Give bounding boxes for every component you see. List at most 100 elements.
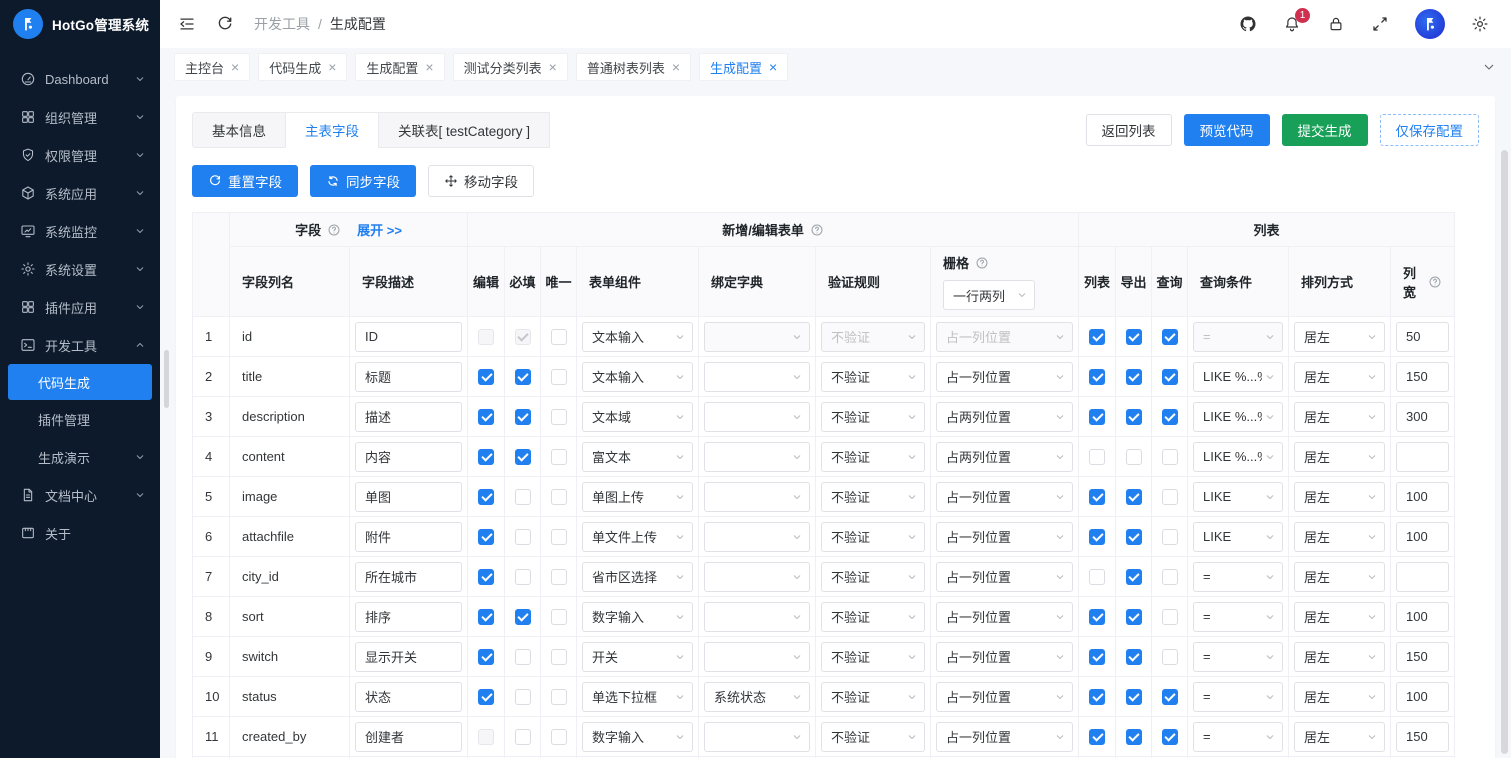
- question-circle-icon[interactable]: [975, 256, 989, 270]
- grid-select[interactable]: 占一列位置: [936, 521, 1074, 552]
- sidebar-item-开发工具[interactable]: 开发工具: [0, 326, 160, 364]
- edit-checkbox[interactable]: [478, 688, 494, 705]
- dict-select[interactable]: [704, 401, 810, 432]
- sidebar-item-系统应用[interactable]: 系统应用: [0, 174, 160, 212]
- validation-select[interactable]: 不验证: [821, 721, 925, 752]
- field-desc-input[interactable]: [355, 601, 462, 632]
- dict-select[interactable]: [704, 361, 810, 392]
- unique-checkbox[interactable]: [550, 608, 567, 625]
- required-checkbox[interactable]: [514, 568, 531, 585]
- query-checkbox[interactable]: [1161, 568, 1178, 585]
- align-select[interactable]: 居左: [1294, 601, 1386, 632]
- align-select[interactable]: 居左: [1294, 441, 1386, 472]
- align-select[interactable]: 居左: [1294, 361, 1386, 392]
- back-to-list-button[interactable]: 返回列表: [1085, 114, 1172, 146]
- close-icon[interactable]: ×: [769, 59, 778, 75]
- save-config-only-button[interactable]: 仅保存配置: [1379, 114, 1479, 146]
- edit-checkbox[interactable]: [478, 528, 494, 545]
- query-checkbox[interactable]: [1161, 408, 1178, 425]
- edit-checkbox[interactable]: [478, 408, 494, 425]
- unique-checkbox[interactable]: [550, 648, 567, 665]
- unique-checkbox[interactable]: [550, 448, 567, 465]
- column-width-input[interactable]: [1396, 521, 1450, 552]
- query-condition-select[interactable]: LIKE %...%: [1193, 361, 1284, 392]
- column-width-input[interactable]: [1396, 601, 1450, 632]
- required-checkbox[interactable]: [514, 648, 531, 665]
- validation-select[interactable]: 不验证: [821, 401, 925, 432]
- query-checkbox[interactable]: [1161, 448, 1178, 465]
- query-checkbox[interactable]: [1161, 328, 1178, 345]
- column-width-input[interactable]: [1396, 361, 1450, 392]
- grid-layout-select[interactable]: 一行两列: [943, 280, 1035, 310]
- query-condition-select[interactable]: =: [1193, 721, 1284, 752]
- unique-checkbox[interactable]: [550, 488, 567, 505]
- sidebar-item-组织管理[interactable]: 组织管理: [0, 98, 160, 136]
- avatar[interactable]: [1415, 9, 1445, 39]
- unique-checkbox[interactable]: [550, 528, 567, 545]
- sync-fields-button[interactable]: 同步字段: [310, 165, 416, 197]
- tab-chip-生成配置[interactable]: 生成配置 ×: [355, 53, 445, 81]
- validation-select[interactable]: 不验证: [821, 361, 925, 392]
- field-desc-input[interactable]: [355, 441, 462, 472]
- reset-fields-button[interactable]: 重置字段: [192, 165, 298, 197]
- export-checkbox[interactable]: [1125, 488, 1142, 505]
- list-checkbox[interactable]: [1089, 488, 1106, 505]
- export-checkbox[interactable]: [1125, 688, 1142, 705]
- form-component-select[interactable]: 文本输入: [582, 361, 693, 392]
- config-tab-关联表[ testCategory ][interactable]: 关联表[ testCategory ]: [378, 112, 551, 148]
- grid-select[interactable]: 占一列位置: [936, 601, 1074, 632]
- grid-select[interactable]: 占一列位置: [936, 641, 1074, 672]
- required-checkbox[interactable]: [514, 528, 531, 545]
- validation-select[interactable]: 不验证: [821, 601, 925, 632]
- field-desc-input[interactable]: [355, 561, 462, 592]
- field-desc-input[interactable]: [355, 641, 462, 672]
- query-checkbox[interactable]: [1161, 728, 1178, 745]
- field-desc-input[interactable]: [355, 521, 462, 552]
- list-checkbox[interactable]: [1089, 728, 1106, 745]
- query-condition-select[interactable]: LIKE: [1193, 521, 1284, 552]
- tabbar-chevron-down-icon[interactable]: [1481, 59, 1497, 75]
- notification-bell-icon[interactable]: 1: [1283, 8, 1310, 33]
- grid-select[interactable]: 占一列位置: [936, 561, 1074, 592]
- list-checkbox[interactable]: [1089, 528, 1106, 545]
- unique-checkbox[interactable]: [550, 328, 567, 345]
- list-checkbox[interactable]: [1089, 688, 1106, 705]
- column-width-input[interactable]: [1396, 721, 1450, 752]
- sidebar-item-代码生成[interactable]: 代码生成: [8, 364, 152, 400]
- sidebar-item-插件应用[interactable]: 插件应用: [0, 288, 160, 326]
- required-checkbox[interactable]: [514, 488, 531, 505]
- sidebar-scrollbar[interactable]: [164, 350, 169, 408]
- column-width-input[interactable]: [1396, 681, 1450, 712]
- grid-select[interactable]: 占一列位置: [936, 721, 1074, 752]
- unique-checkbox[interactable]: [550, 408, 567, 425]
- query-condition-select[interactable]: =: [1193, 641, 1284, 672]
- breadcrumb-current[interactable]: 生成配置: [329, 16, 386, 32]
- form-component-select[interactable]: 数字输入: [582, 601, 693, 632]
- dict-select[interactable]: [704, 441, 810, 472]
- reload-icon[interactable]: [216, 15, 234, 33]
- form-component-select[interactable]: 单图上传: [582, 481, 693, 512]
- dict-select[interactable]: 系统状态: [704, 681, 810, 712]
- form-component-select[interactable]: 单文件上传: [582, 521, 693, 552]
- form-component-select[interactable]: 数字输入: [582, 721, 693, 752]
- sidebar-item-文档中心[interactable]: 文档中心: [0, 476, 160, 514]
- field-desc-input[interactable]: [355, 361, 462, 392]
- required-checkbox[interactable]: [514, 728, 531, 745]
- list-checkbox[interactable]: [1089, 408, 1106, 425]
- edit-checkbox[interactable]: [478, 488, 494, 505]
- unique-checkbox[interactable]: [550, 728, 567, 745]
- query-condition-select[interactable]: LIKE: [1193, 481, 1284, 512]
- settings-gear-icon[interactable]: [1471, 15, 1489, 33]
- form-component-select[interactable]: 富文本: [582, 441, 693, 472]
- sidebar-item-系统设置[interactable]: 系统设置: [0, 250, 160, 288]
- field-desc-input[interactable]: [355, 721, 462, 752]
- export-checkbox[interactable]: [1125, 608, 1142, 625]
- list-checkbox[interactable]: [1089, 328, 1106, 345]
- column-width-input[interactable]: [1396, 441, 1450, 472]
- config-tab-基本信息[interactable]: 基本信息: [192, 112, 286, 148]
- align-select[interactable]: 居左: [1294, 721, 1386, 752]
- query-checkbox[interactable]: [1161, 688, 1178, 705]
- question-circle-icon[interactable]: [1428, 275, 1442, 289]
- grid-select[interactable]: 占一列位置: [936, 481, 1074, 512]
- unique-checkbox[interactable]: [550, 688, 567, 705]
